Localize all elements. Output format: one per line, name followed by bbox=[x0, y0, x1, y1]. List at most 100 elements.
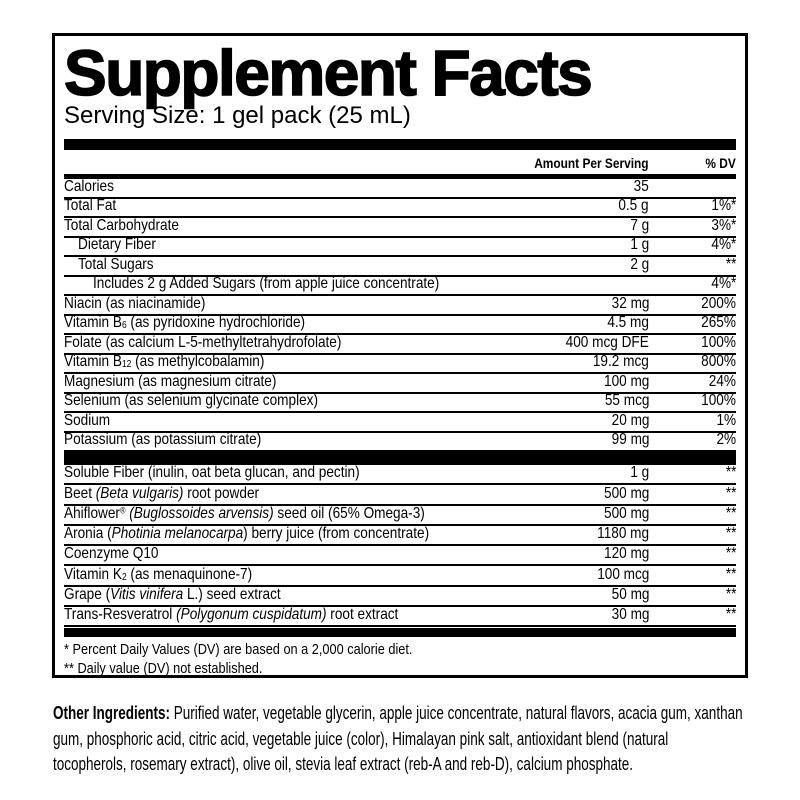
table-row: Grape (Vitis vinifera L.) seed extract 50… bbox=[64, 586, 736, 608]
daily-value-percent: ** bbox=[725, 586, 736, 604]
nutrient-name: Beet (Beta vulgaris) root powder bbox=[64, 484, 260, 502]
table-row: Total Carbohydrate 7 g 3%* bbox=[64, 216, 736, 238]
nutrient-name: Trans-Resveratrol (Polygonum cuspidatum)… bbox=[64, 606, 399, 624]
amount-per-serving-value: 1180 mg bbox=[597, 525, 649, 543]
divider-bar-thick bbox=[64, 139, 736, 150]
amount-per-serving-value: 32 mg bbox=[611, 294, 649, 312]
serving-size: Serving Size: 1 gel pack (25 mL) bbox=[64, 102, 411, 129]
nutrient-name: Total Sugars bbox=[78, 255, 154, 273]
table-row: Trans-Resveratrol (Polygonum cuspidatum)… bbox=[64, 606, 736, 628]
botanicals-table: Soluble Fiber (inulin, oat beta glucan, … bbox=[64, 464, 736, 628]
column-header-amount: Amount Per Serving bbox=[534, 155, 649, 171]
daily-value-percent: ** bbox=[725, 606, 736, 624]
amount-per-serving-value: 120 mg bbox=[603, 545, 649, 563]
table-row: Sodium 20 mg 1% bbox=[64, 411, 736, 433]
table-row: Vitamin B12 (as methylcobalamin) 19.2 mcg… bbox=[64, 353, 736, 374]
amount-per-serving-value: 1 g bbox=[630, 236, 649, 253]
nutrient-name: Calories bbox=[64, 177, 114, 195]
table-row: Total Fat 0.5 g 1%* bbox=[64, 197, 736, 218]
daily-value-percent: ** bbox=[725, 484, 736, 502]
amount-per-serving-value: 100 mg bbox=[603, 372, 649, 390]
footnote-dv: * Percent Daily Values (DV) are based on… bbox=[64, 641, 413, 659]
daily-value-percent: 100% bbox=[701, 333, 736, 351]
amount-per-serving-value: 500 mg bbox=[603, 504, 649, 522]
table-row: Vitamin B6 (as pyridoxine hydrochloride)… bbox=[64, 314, 736, 335]
table-row: Dietary Fiber 1 g 4%* bbox=[64, 236, 736, 257]
table-row: Soluble Fiber (inulin, oat beta glucan, … bbox=[64, 464, 736, 486]
amount-per-serving-value: 2 g bbox=[630, 255, 649, 273]
nutrient-name: Vitamin B6 (as pyridoxine hydrochloride) bbox=[64, 314, 306, 332]
table-row: Coenzyme Q10 120 mg ** bbox=[64, 545, 736, 567]
daily-value-percent bbox=[649, 179, 736, 195]
table-row: Niacin (as niacinamide) 32 mg 200% bbox=[64, 294, 736, 316]
daily-value-percent: 1% bbox=[716, 411, 736, 429]
amount-per-serving-value: 0.5 g bbox=[618, 197, 649, 214]
nutrient-name: Total Fat bbox=[64, 197, 117, 214]
table-row: Selenium (as selenium glycinate complex)… bbox=[64, 392, 736, 413]
table-row: Beet (Beta vulgaris) root powder 500 mg ** bbox=[64, 484, 736, 506]
amount-per-serving-value: 500 mg bbox=[603, 484, 649, 502]
nutrient-name: Potassium (as potassium citrate) bbox=[64, 431, 262, 448]
nutrient-name: Grape (Vitis vinifera L.) seed extract bbox=[64, 586, 281, 604]
amount-per-serving-value: 400 mcg DFE bbox=[565, 333, 649, 351]
daily-value-percent: ** bbox=[725, 255, 736, 273]
daily-value-percent: 265% bbox=[701, 314, 736, 331]
amount-per-serving-value: 35 bbox=[633, 177, 649, 195]
table-row: Total Sugars 2 g ** bbox=[64, 255, 736, 277]
nutrient-name: Soluble Fiber (inulin, oat beta glucan, … bbox=[64, 464, 360, 482]
amount-per-serving-value: 1 g bbox=[630, 464, 649, 482]
nutrient-name: Magnesium (as magnesium citrate) bbox=[64, 372, 277, 390]
nutrient-name: Sodium bbox=[64, 411, 111, 429]
nutrients-table: Calories 35 Total Fat 0.5 g 1%* Total Carbohy… bbox=[64, 177, 736, 452]
daily-value-percent: ** bbox=[725, 565, 736, 583]
other-ingredients-text: Purified water, vegetable glycerin, appl… bbox=[53, 703, 743, 774]
amount-per-serving-value: 19.2 mcg bbox=[593, 353, 649, 370]
nutrient-name: Niacin (as niacinamide) bbox=[64, 294, 206, 312]
nutrient-name: Folate (as calcium L-5-methyltetrahydrof… bbox=[64, 333, 342, 351]
nutrient-name: Includes 2 g Added Sugars (from apple ju… bbox=[93, 275, 440, 292]
amount-per-serving-value: 99 mg bbox=[611, 431, 649, 448]
daily-value-percent: ** bbox=[725, 525, 736, 543]
table-row: Magnesium (as magnesium citrate) 100 mg 24… bbox=[64, 372, 736, 394]
table-row: Aronia (Photinia melanocarpa) berry juic… bbox=[64, 525, 736, 547]
daily-value-percent: ** bbox=[725, 545, 736, 563]
daily-value-percent: ** bbox=[725, 504, 736, 522]
column-header-dv: % DV bbox=[705, 155, 736, 171]
daily-value-percent: 1%* bbox=[711, 197, 736, 214]
table-row: Calories 35 bbox=[64, 177, 736, 199]
daily-value-percent: 4%* bbox=[711, 236, 736, 253]
footnotes: * Percent Daily Values (DV) are based on… bbox=[64, 640, 736, 675]
other-ingredients-label: Other Ingredients: bbox=[53, 703, 171, 723]
amount-per-serving-value bbox=[500, 276, 649, 292]
daily-value-percent: 2% bbox=[716, 431, 736, 448]
amount-per-serving-value: 30 mg bbox=[611, 606, 649, 624]
daily-value-percent: 200% bbox=[701, 294, 736, 312]
nutrient-name: Ahiflower® (Buglossoides arvensis) seed … bbox=[64, 504, 425, 522]
table-row: Vitamin K2 (as menaquinone-7) 100 mcg ** bbox=[64, 565, 736, 587]
daily-value-percent: 4%* bbox=[711, 275, 736, 292]
daily-value-percent: 24% bbox=[708, 372, 736, 390]
divider-bar-medium bbox=[64, 174, 736, 179]
other-ingredients: Other Ingredients: Purified water, veget… bbox=[53, 701, 743, 778]
amount-per-serving-value: 20 mg bbox=[611, 411, 649, 429]
amount-per-serving-value: 50 mg bbox=[611, 586, 649, 604]
column-header-row: Amount Per Serving % DV bbox=[64, 150, 736, 174]
table-row: Folate (as calcium L-5-methyltetrahydrof… bbox=[64, 333, 736, 355]
nutrient-name: Dietary Fiber bbox=[78, 236, 156, 253]
supplement-facts-panel: Supplement Facts Serving Size: 1 gel pac… bbox=[52, 33, 748, 678]
amount-per-serving-value: 55 mcg bbox=[604, 392, 649, 409]
table-row: Ahiflower® (Buglossoides arvensis) seed … bbox=[64, 504, 736, 526]
table-row: Potassium (as potassium citrate) 99 mg 2% bbox=[64, 431, 736, 452]
daily-value-percent: 3%* bbox=[711, 216, 736, 234]
divider-bar-thick bbox=[64, 628, 736, 638]
nutrient-name: Vitamin B12 (as methylcobalamin) bbox=[64, 353, 265, 371]
nutrient-name: Coenzyme Q10 bbox=[64, 545, 159, 563]
nutrient-name: Aronia (Photinia melanocarpa) berry juic… bbox=[64, 525, 430, 543]
table-row: Includes 2 g Added Sugars (from apple ju… bbox=[64, 275, 736, 296]
panel-title: Supplement Facts bbox=[63, 37, 593, 109]
daily-value-percent: 800% bbox=[701, 353, 736, 370]
amount-per-serving-value: 100 mcg bbox=[596, 565, 649, 583]
amount-per-serving-value: 7 g bbox=[630, 216, 649, 234]
divider-bar-thick bbox=[64, 452, 736, 465]
amount-per-serving-value: 4.5 mg bbox=[607, 314, 649, 331]
